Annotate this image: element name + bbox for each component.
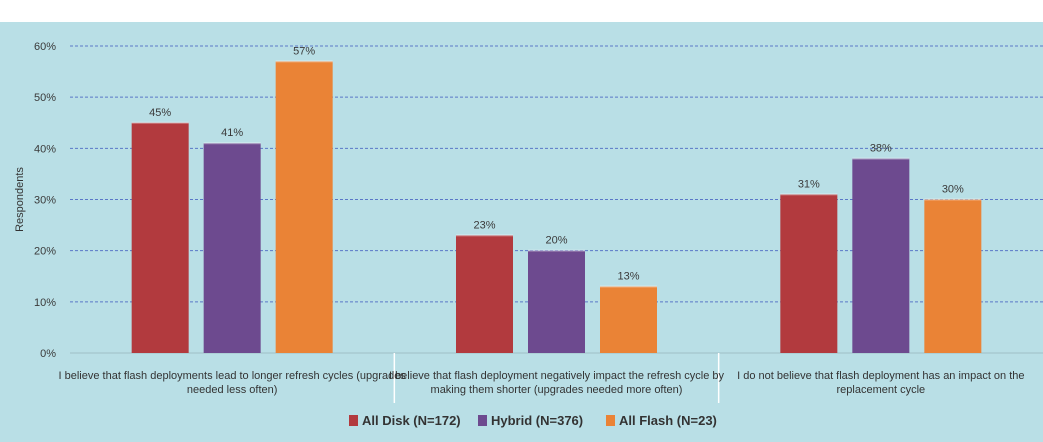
category-label: needed less often) [187,384,278,396]
bar [924,199,982,353]
legend-swatch [349,415,358,426]
data-label: 41% [221,127,243,139]
category-label: I believe that flash deployment negative… [389,370,725,382]
data-label: 31% [798,178,820,190]
data-label: 20% [545,235,567,247]
y-tick-label: 60% [34,41,56,53]
legend-label: All Flash (N=23) [619,413,717,428]
y-tick-label: 10% [34,297,56,309]
legend-swatch [606,415,615,426]
bar [275,61,333,353]
category-label: I believe that flash deployments lead to… [59,370,407,382]
y-axis-title: Respondents [14,167,26,232]
category-label: making them shorter (upgrades needed mor… [431,384,683,396]
y-tick-label: 40% [34,143,56,155]
data-label: 30% [942,184,964,196]
category-label: replacement cycle [837,384,926,396]
bar [780,194,838,353]
legend-label: Hybrid (N=376) [491,413,583,428]
bar [852,158,910,353]
legend-swatch [478,415,487,426]
bar [456,235,513,353]
data-label: 38% [870,143,892,155]
bar [600,286,657,353]
y-tick-label: 20% [34,246,56,258]
bar [203,143,261,353]
y-tick-label: 50% [34,92,56,104]
data-label: 23% [473,219,495,231]
bar [131,122,189,353]
y-tick-label: 30% [34,195,56,207]
bar [528,250,585,353]
data-label: 13% [617,270,639,282]
y-tick-label: 0% [40,348,56,360]
data-label: 57% [293,45,315,57]
data-label: 45% [149,107,171,119]
legend-label: All Disk (N=172) [362,413,461,428]
category-label: I do not believe that flash deployment h… [737,370,1024,382]
